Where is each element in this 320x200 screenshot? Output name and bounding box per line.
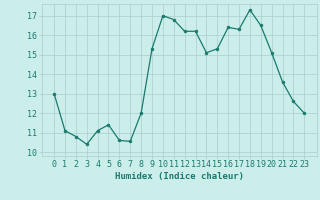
X-axis label: Humidex (Indice chaleur): Humidex (Indice chaleur)	[115, 172, 244, 181]
